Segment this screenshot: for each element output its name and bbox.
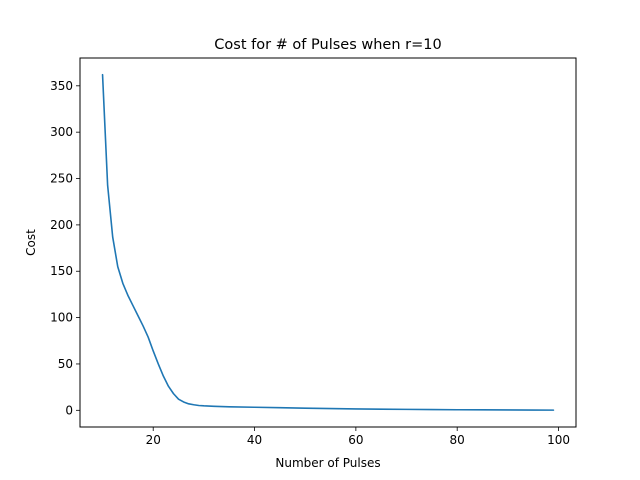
y-tick-label: 100 [50,311,73,325]
x-tick-label: 60 [348,433,363,447]
series-lines [101,73,555,411]
x-tick-label: 40 [247,433,262,447]
y-tick-label: 350 [50,79,73,93]
x-axis-label: Number of Pulses [275,456,380,470]
y-tick-label: 0 [65,403,73,417]
y-tick-label: 50 [58,357,73,371]
y-axis-label: Cost [24,229,38,256]
y-tick-label: 150 [50,264,73,278]
x-tick-label: 80 [450,433,465,447]
series-line-1 [101,73,555,411]
y-tick-label: 300 [50,125,73,139]
axis-ticks: 20 40 60 80 100 0 50 100 150 200 250 300 350 [50,79,570,447]
x-tick-label: 20 [146,433,161,447]
chart-title: Cost for # of Pulses when r=10 [214,37,441,53]
plot-frame [79,57,577,428]
y-tick-label: 200 [50,218,73,232]
y-tick-label: 250 [50,172,73,186]
x-tick-label: 100 [547,433,570,447]
plot-area [80,58,576,427]
